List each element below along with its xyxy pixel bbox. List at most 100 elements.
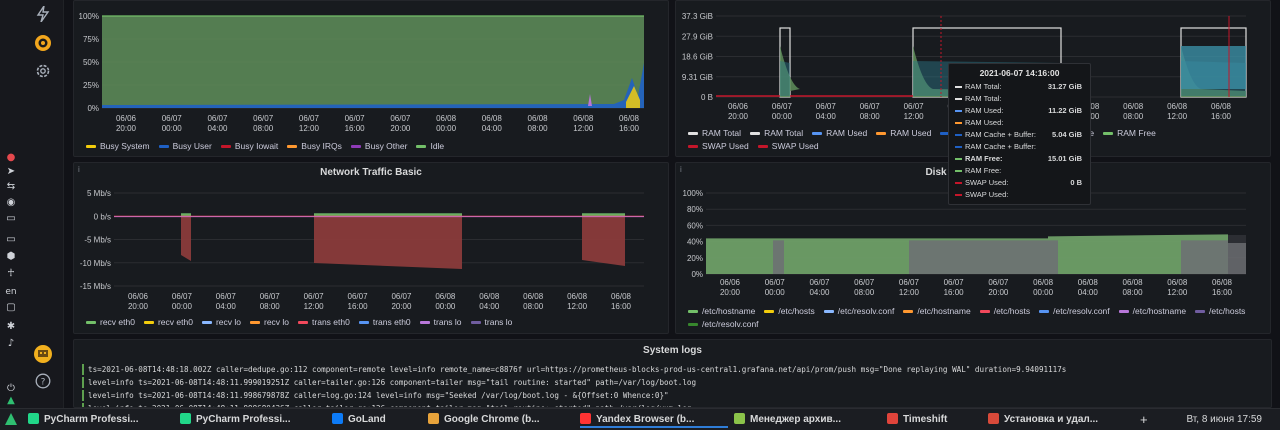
x-tick-label: 06/08: [523, 292, 544, 301]
legend-item[interactable]: SWAP Used: [757, 141, 819, 151]
x-tick-label: 20:00: [728, 112, 749, 121]
log-line[interactable]: level=info ts=2021-06-08T14:48:11.999019…: [82, 377, 696, 388]
taskbar-window-label: Yandex Browser (b...: [596, 414, 695, 425]
recv-eth0-area: [181, 213, 191, 217]
legend-item[interactable]: RAM Used: [876, 128, 931, 138]
add-workspace-button[interactable]: +: [1140, 412, 1148, 427]
pin-icon[interactable]: ●: [6, 152, 16, 163]
legend-item[interactable]: trans lo: [419, 317, 462, 327]
legend-swatch: [249, 321, 260, 325]
grafana-sidemenu: ?: [22, 0, 64, 408]
x-tick-label: 08:00: [1123, 112, 1144, 121]
legend-item[interactable]: Busy System: [86, 141, 150, 151]
legend-item[interactable]: recv lo: [249, 317, 289, 327]
x-tick-label: 04:00: [816, 112, 837, 121]
app-menu-icon[interactable]: [4, 412, 18, 426]
telegram-icon[interactable]: ➤: [6, 166, 16, 177]
settings-icon[interactable]: [33, 63, 53, 83]
legend-label: Busy System: [100, 141, 150, 151]
legend-item[interactable]: recv lo: [201, 317, 241, 327]
alerting-icon[interactable]: [33, 5, 53, 26]
busy-other-spike: [588, 94, 592, 106]
legend-swatch: [86, 145, 96, 149]
user-avatar-icon[interactable]: [33, 345, 53, 365]
x-tick-label: 06/07: [809, 278, 830, 287]
legend-item[interactable]: Busy Iowait: [220, 141, 278, 151]
legend-label: trans eth0: [372, 317, 411, 327]
clipboard-icon[interactable]: ▭: [6, 213, 16, 224]
taskbar-window-button[interactable]: PyCharm Professi...: [28, 412, 173, 428]
messenger-icon[interactable]: ◉: [6, 197, 16, 208]
power-icon[interactable]: ⏻: [7, 383, 15, 394]
panel-info-icon[interactable]: i: [78, 165, 80, 174]
legend-item[interactable]: /etc/hosts: [979, 306, 1030, 316]
help-icon[interactable]: ?: [33, 373, 53, 393]
cpu-legend: Busy System Busy User Busy Iowait Busy IRQs…: [86, 141, 453, 151]
log-line[interactable]: ts=2021-06-08T14:48:18.002Z caller=dedup…: [82, 364, 1066, 375]
bluetooth-icon[interactable]: ✱: [6, 321, 16, 332]
y-tick-label: 100%: [79, 12, 99, 21]
clock[interactable]: Вт, 8 июня 17:59: [1186, 414, 1262, 425]
panel-title: Network Traffic Basic: [320, 167, 422, 178]
x-tick-label: 06/06: [128, 292, 149, 301]
log-line[interactable]: level=info ts=2021-06-08T14:48:11.998679…: [82, 390, 669, 401]
trans-eth0-area: [314, 216, 462, 269]
x-tick-label: 06/08: [482, 114, 503, 123]
legend-item[interactable]: recv eth0: [86, 317, 135, 327]
app-icon: [580, 413, 591, 424]
legend-item[interactable]: recv eth0: [143, 317, 193, 327]
taskbar-window-button[interactable]: GoLand: [332, 412, 422, 428]
shield-icon[interactable]: ⬢: [6, 251, 16, 262]
sync-icon[interactable]: ⇆: [6, 181, 16, 192]
legend-item[interactable]: Busy User: [158, 141, 212, 151]
x-tick-label: 00:00: [172, 302, 193, 311]
legend-label: /etc/hostname: [917, 306, 971, 316]
taskbar-window-button[interactable]: Timeshift: [887, 412, 983, 428]
legend-item[interactable]: /etc/resolv.conf: [688, 319, 759, 329]
taskbar-window-button[interactable]: PyCharm Professi...: [180, 412, 325, 428]
explore-icon[interactable]: [33, 34, 53, 54]
mic-icon[interactable]: ♪: [7, 338, 15, 349]
monitor-icon[interactable]: ▢: [6, 302, 16, 313]
legend-item[interactable]: Busy IRQs: [287, 141, 342, 151]
legend-swatch: [764, 310, 775, 314]
legend-item[interactable]: /etc/hosts: [764, 306, 815, 316]
x-tick-label: 16:00: [944, 288, 965, 297]
x-tick-label: 20:00: [391, 302, 412, 311]
keyboard-layout-indicator[interactable]: en: [5, 287, 17, 297]
network-traffic-panel: i Network Traffic Basic 5 Mb/s 0 b/s -5 Mb…: [73, 162, 669, 334]
legend-item[interactable]: SWAP Used: [688, 141, 749, 151]
clipboard-icon[interactable]: ▭: [6, 234, 16, 245]
taskbar-window-button[interactable]: Yandex Browser (b...: [580, 412, 728, 428]
log-line[interactable]: level=info ts=2021-06-08T14:48:11.998680…: [82, 403, 691, 407]
legend-item[interactable]: /etc/resolv.conf: [823, 306, 894, 316]
legend-label: RAM Used: [890, 128, 932, 138]
legend-item[interactable]: /etc/hostname: [903, 306, 971, 316]
panel-info-icon[interactable]: i: [680, 165, 682, 174]
legend-item[interactable]: RAM Total: [750, 128, 803, 138]
x-tick-label: 06/08: [1212, 278, 1233, 287]
legend-item[interactable]: /etc/hostname: [1118, 306, 1186, 316]
legend-item[interactable]: RAM Free: [1103, 128, 1156, 138]
legend-item[interactable]: trans lo: [470, 317, 512, 327]
legend-item[interactable]: trans eth0: [358, 317, 411, 327]
legend-item[interactable]: Idle: [416, 141, 444, 151]
legend-item[interactable]: /etc/resolv.conf: [1039, 306, 1110, 316]
x-tick-label: 12:00: [573, 124, 594, 133]
taskbar-window-button[interactable]: Google Chrome (b...: [428, 412, 573, 428]
legend-item[interactable]: RAM Total: [688, 128, 741, 138]
taskbar-window-button[interactable]: Установка и удал...: [988, 412, 1128, 428]
legend-item[interactable]: trans eth0: [298, 317, 350, 327]
accessibility-icon[interactable]: ☥: [7, 268, 15, 279]
taskbar-window-button[interactable]: Менеджер архив...: [734, 412, 881, 428]
legend-item[interactable]: /etc/hostname: [688, 306, 755, 316]
memory-legend: RAM Total RAM Total RAM Used RAM Used RAM Ca…: [688, 128, 1165, 138]
update-icon[interactable]: ▲: [7, 395, 15, 406]
legend-item[interactable]: /etc/hosts: [1195, 306, 1245, 316]
x-tick-label: 06/07: [162, 114, 183, 123]
legend-swatch: [143, 321, 154, 325]
legend-item[interactable]: Busy Other: [350, 141, 407, 151]
y-tick-label: 80%: [687, 205, 703, 214]
legend-item[interactable]: RAM Used: [812, 128, 867, 138]
memory-legend-row2: SWAP Used SWAP Used: [688, 141, 828, 151]
